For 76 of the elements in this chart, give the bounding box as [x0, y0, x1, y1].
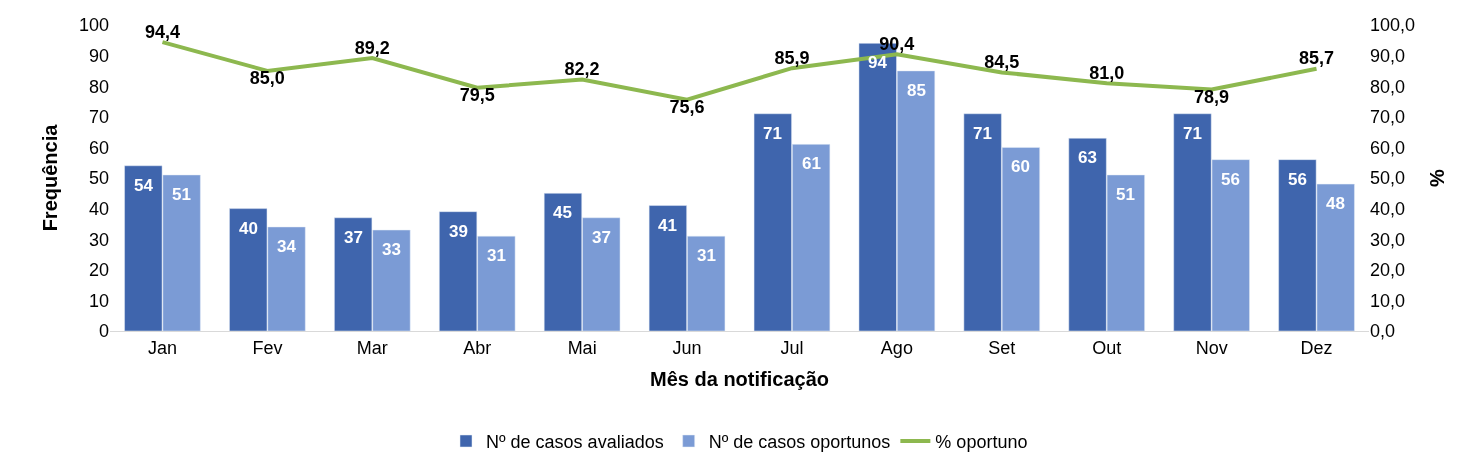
data-label: 31 [487, 246, 506, 265]
data-label: 31 [697, 246, 716, 265]
data-label: 60 [1011, 157, 1030, 176]
data-label: 56 [1288, 170, 1307, 189]
y-tick-label: 70 [88, 107, 109, 128]
x-axis-title: Mês da notificação [650, 368, 829, 391]
data-label: 39 [449, 222, 468, 241]
data-label: 71 [973, 124, 992, 143]
data-label: 54 [134, 176, 154, 195]
data-label: 79,5 [459, 85, 495, 106]
y2-tick-label: 10,0 [1370, 290, 1406, 311]
data-label: 33 [382, 240, 401, 259]
legend-label: Nº de casos oportunos [708, 432, 891, 453]
data-label: 71 [763, 124, 782, 143]
data-label: 40 [239, 219, 258, 238]
y-tick-label: 90 [88, 45, 109, 66]
y2-tick-label: 60,0 [1370, 137, 1406, 158]
data-label: 41 [658, 216, 677, 235]
y-tick-label: 60 [88, 137, 109, 158]
data-label: 37 [344, 228, 363, 247]
x-tick-label: Jul [780, 337, 804, 358]
data-label: 48 [1326, 194, 1345, 213]
y-tick-label: 30 [88, 229, 109, 250]
data-label: 63 [1078, 148, 1097, 167]
data-label: 51 [172, 185, 191, 204]
data-label: 84,5 [984, 51, 1020, 72]
y-tick-label: 80 [88, 76, 109, 97]
x-tick-label: Mar [356, 337, 388, 358]
y2-tick-label: 70,0 [1370, 107, 1406, 128]
data-label: 45 [553, 203, 572, 222]
data-label: 85,7 [1299, 48, 1335, 69]
y-tick-label: 40 [88, 198, 109, 219]
data-label: 94 [868, 53, 888, 72]
y2-axis-title: % [1425, 168, 1448, 187]
data-label: 90,4 [879, 33, 915, 54]
y2-tick-label: 0,0 [1370, 321, 1396, 342]
data-label: 85,0 [249, 68, 285, 89]
data-label: 51 [1116, 185, 1135, 204]
y2-tick-label: 50,0 [1370, 168, 1406, 189]
data-label: 85 [907, 81, 926, 100]
data-label: 94,4 [144, 21, 180, 42]
x-tick-label: Jan [147, 337, 177, 358]
data-label: 89,2 [354, 37, 390, 58]
data-label: 75,6 [669, 97, 705, 118]
y-tick-label: 10 [88, 290, 109, 311]
y-tick-label: 50 [88, 168, 109, 189]
y2-tick-label: 100,0 [1370, 15, 1416, 36]
data-label: 85,9 [774, 47, 810, 68]
x-tick-label: Set [988, 337, 1016, 358]
x-tick-label: Fev [252, 337, 283, 358]
data-label: 37 [592, 228, 611, 247]
data-label: 81,0 [1089, 62, 1125, 83]
data-label: 71 [1183, 124, 1202, 143]
data-label: 34 [277, 237, 297, 256]
y2-tick-label: 20,0 [1370, 260, 1406, 281]
x-tick-label: Abr [463, 337, 492, 358]
data-label: 82,2 [564, 58, 600, 79]
y2-tick-label: 40,0 [1370, 198, 1406, 219]
x-tick-label: Dez [1300, 337, 1333, 358]
legend-label: % oportuno [935, 432, 1028, 453]
y2-tick-label: 30,0 [1370, 229, 1406, 250]
x-tick-label: Mai [567, 337, 597, 358]
data-label: 78,9 [1194, 87, 1230, 108]
y-axis-title: Frequência [39, 123, 62, 232]
x-tick-label: Nov [1195, 337, 1228, 358]
x-tick-label: Jun [672, 337, 702, 358]
y2-tick-label: 90,0 [1370, 45, 1406, 66]
legend-label: Nº de casos avaliados [486, 432, 664, 453]
y-tick-label: 100 [78, 15, 109, 36]
data-label: 56 [1221, 170, 1240, 189]
data-label: 61 [802, 154, 821, 173]
y-tick-label: 0 [98, 321, 109, 342]
y-tick-label: 20 [88, 260, 109, 281]
x-tick-label: Out [1092, 337, 1122, 358]
y2-tick-label: 80,0 [1370, 76, 1406, 97]
x-tick-label: Ago [880, 337, 913, 358]
